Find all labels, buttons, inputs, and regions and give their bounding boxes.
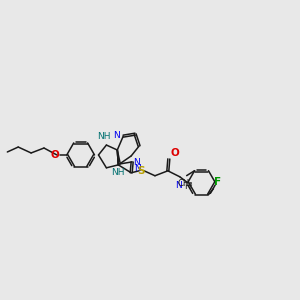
Text: CH₃: CH₃	[178, 178, 194, 188]
Text: N: N	[134, 164, 141, 173]
Text: O: O	[171, 148, 180, 158]
Text: S: S	[137, 166, 145, 176]
Text: N: N	[113, 130, 120, 140]
Text: O: O	[50, 150, 59, 160]
Text: NH: NH	[112, 168, 125, 177]
Text: F: F	[214, 177, 221, 187]
Text: N: N	[176, 181, 182, 190]
Text: H: H	[184, 182, 190, 191]
Text: N: N	[133, 158, 140, 167]
Text: NH: NH	[97, 132, 110, 141]
